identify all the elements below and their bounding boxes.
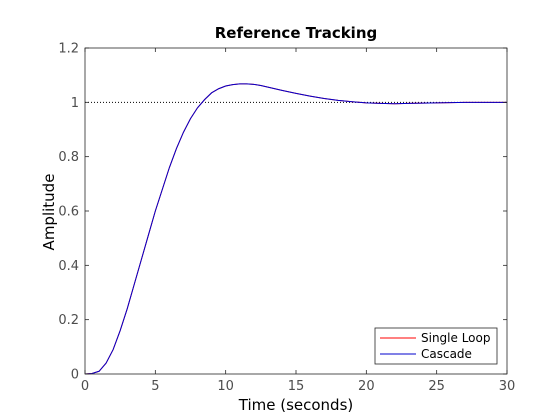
x-tick-label: 5 [151,379,159,394]
x-tick-label: 10 [217,379,234,394]
chart-title: Reference Tracking [215,24,378,42]
y-tick-label: 0.8 [58,150,79,165]
tick-labels: 0 5 10 15 20 25 30 0 0.2 0.4 0.6 0.8 1 1.2 [58,42,515,395]
y-tick-label: 1.2 [58,42,79,57]
x-axis-label: Time (seconds) [238,396,354,414]
y-tick-label: 0.4 [58,259,79,274]
x-tick-label: 25 [428,379,445,394]
legend-label-cascade: Cascade [421,347,472,361]
legend-label-single-loop: Single Loop [421,331,490,345]
x-tick-label: 0 [81,379,89,394]
legend-box [374,327,498,365]
series-line-cascade [84,83,507,375]
y-axis-label: Amplitude [40,174,58,251]
plot-area [85,48,507,374]
y-tick-label: 1 [71,96,79,111]
y-tick-label: 0.2 [58,313,79,328]
legend: Single Loop Cascade [374,327,498,365]
series-group [84,83,507,375]
x-tick-label: 20 [358,379,375,394]
x-tick-label: 15 [288,379,305,394]
ticks-group [84,47,508,375]
y-tick-label: 0.6 [58,205,79,220]
x-tick-label: 30 [499,379,516,394]
axes-box [84,47,508,375]
y-tick-label: 0 [71,368,79,383]
